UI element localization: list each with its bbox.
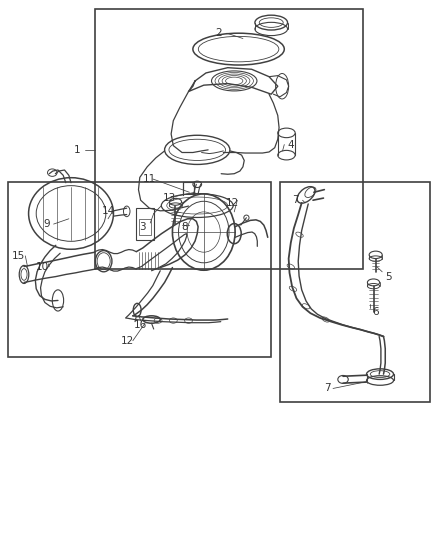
Bar xyxy=(280,182,430,402)
Text: 5: 5 xyxy=(385,272,392,282)
Text: 7: 7 xyxy=(325,383,331,393)
Text: 16: 16 xyxy=(134,320,147,330)
Text: 10: 10 xyxy=(36,262,49,271)
Bar xyxy=(8,182,271,357)
Text: 12: 12 xyxy=(121,336,134,346)
Text: 1: 1 xyxy=(74,145,81,155)
Text: 11: 11 xyxy=(143,174,156,184)
Text: 2: 2 xyxy=(215,28,223,38)
Bar xyxy=(136,208,154,240)
Text: 3: 3 xyxy=(140,222,146,232)
Text: 6: 6 xyxy=(372,306,379,317)
Text: 13: 13 xyxy=(162,192,176,203)
Text: 7: 7 xyxy=(292,195,298,205)
Text: 8: 8 xyxy=(181,222,187,232)
Text: 14: 14 xyxy=(101,206,115,216)
Bar xyxy=(95,10,363,269)
Text: 4: 4 xyxy=(287,140,294,150)
Text: 12: 12 xyxy=(226,198,239,208)
Bar xyxy=(139,219,151,235)
Text: 9: 9 xyxy=(44,219,50,229)
Text: 15: 15 xyxy=(12,251,25,261)
